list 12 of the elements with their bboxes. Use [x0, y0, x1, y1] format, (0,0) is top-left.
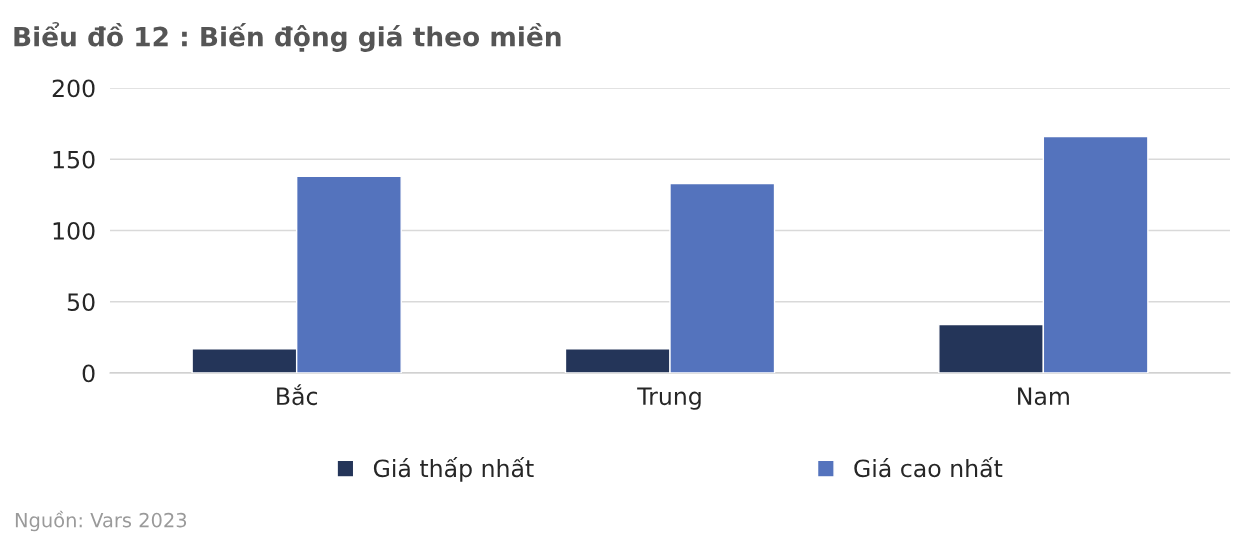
- chart-title: Biểu đồ 12 : Biến động giá theo miền: [14, 22, 561, 52]
- x-tick-label: Bắc: [277, 384, 318, 406]
- x-tick-label: Trung: [637, 387, 701, 410]
- x-tick-label: Nam: [1018, 387, 1069, 406]
- y-tick-label: 50: [67, 293, 95, 312]
- text: Nguồn: Vars 2023: [15, 510, 187, 532]
- y-tick-label: 200: [52, 79, 95, 98]
- y-tick-label: 100: [53, 221, 95, 240]
- y-tick-label: 150: [53, 150, 95, 169]
- legend-label: Giá cao nhất: [854, 456, 1003, 478]
- legend-label: Giá thấp nhất: [373, 456, 534, 482]
- y-tick-label: 0: [82, 364, 95, 383]
